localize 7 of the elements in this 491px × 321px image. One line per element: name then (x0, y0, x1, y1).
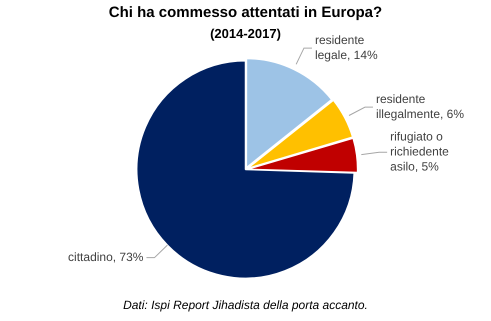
chart-title: Chi ha commesso attentati in Europa? (108, 4, 384, 21)
chart-subtitle: (2014-2017) (210, 26, 281, 41)
slice-label: residente legale, 14% (314, 32, 378, 62)
slice-label: cittadino, 73% (68, 250, 144, 264)
slice-label: residente illegalmente, 6% (376, 92, 464, 121)
text: Dati: Ispi Report Jihadista della porta accanto. (122, 298, 369, 312)
slice-label: rifugiato o richiedente asilo, 5% (390, 130, 450, 174)
